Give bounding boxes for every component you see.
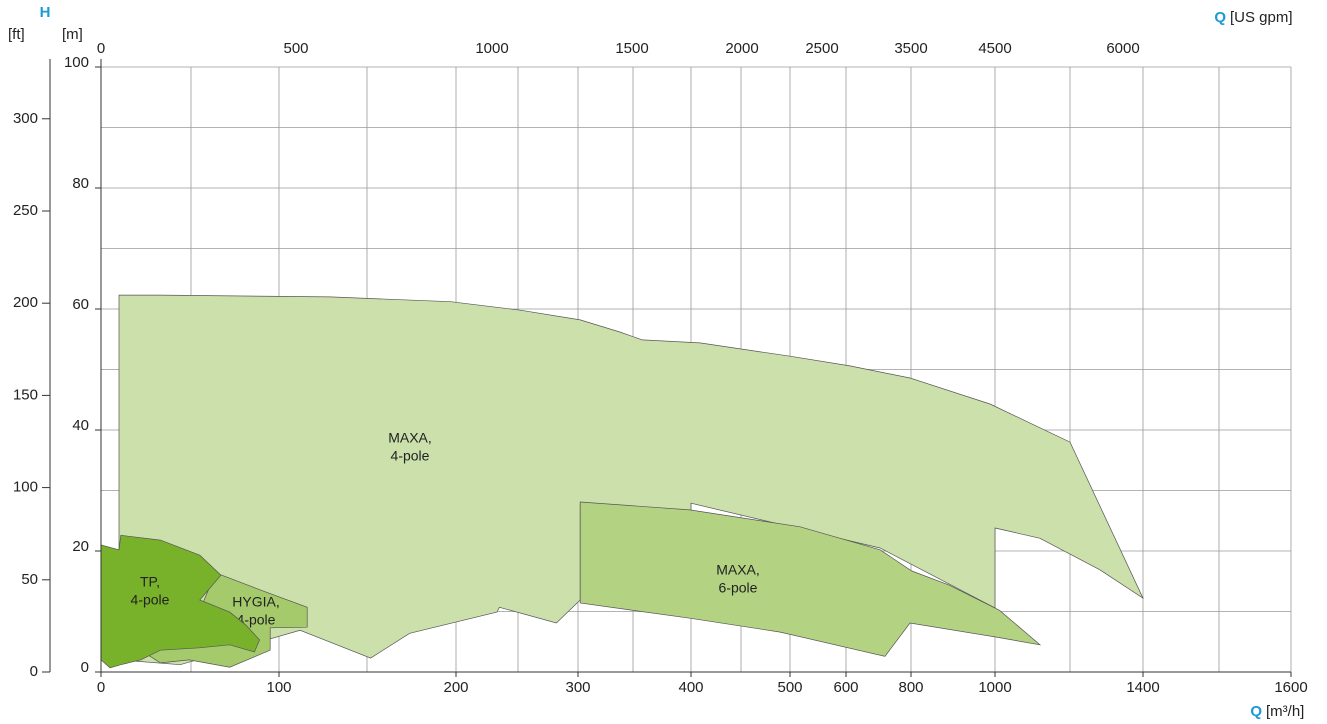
y-tick-label: 20 <box>72 538 89 555</box>
region-label: 4-pole <box>391 448 430 464</box>
y-tick-label: 60 <box>72 296 89 313</box>
x-tick-label: 200 <box>443 679 468 696</box>
x-tick-label: 0 <box>97 679 105 696</box>
x2-label: Q <box>1214 9 1226 26</box>
region-label: TP, <box>140 574 160 590</box>
regions: MAXA, 4-pole MAXA, 6-pole HYGIA, 4-pole TP, 4-p… <box>100 294 1144 669</box>
y2-tick-label: 300 <box>13 110 38 127</box>
region-area <box>100 534 261 669</box>
region-area <box>579 501 1042 657</box>
x2-tick-label: 2000 <box>725 40 758 57</box>
x-tick-label: 600 <box>833 679 858 696</box>
y-tick-label: 80 <box>72 175 89 192</box>
region-area <box>118 294 1144 666</box>
y2-tick-label: 200 <box>13 294 38 311</box>
x-unit: [m³/h] <box>1266 703 1304 720</box>
x2-tick-label: 6000 <box>1106 40 1139 57</box>
x2-tick-label: 2500 <box>805 40 838 57</box>
x-tick-label: 1000 <box>978 679 1011 696</box>
y-label: H <box>40 4 51 21</box>
region-label: 4-pole <box>131 592 170 608</box>
y2-tick-label: 250 <box>13 202 38 219</box>
x2-tick-label: 3500 <box>894 40 927 57</box>
y2-tick-label: 0 <box>30 663 38 680</box>
x-tick-label: 100 <box>266 679 291 696</box>
y2-tick-label: 100 <box>13 479 38 496</box>
region-label: 4-pole <box>237 612 276 628</box>
region-label: 6-pole <box>719 580 758 596</box>
y-unit: [m] <box>62 26 83 43</box>
x-tick-label: 300 <box>565 679 590 696</box>
x-tick-label: 1400 <box>1126 679 1159 696</box>
x2-tick-label: 1500 <box>615 40 648 57</box>
y2-tick-label: 50 <box>21 571 38 588</box>
region-label: HYGIA, <box>232 594 279 610</box>
y-tick-label: 40 <box>72 417 89 434</box>
y-tick-label: 100 <box>64 54 89 71</box>
y2-tick-label: 150 <box>13 386 38 403</box>
x2-tick-label: 0 <box>97 40 105 57</box>
x-tick-label: 400 <box>678 679 703 696</box>
x-label: Q <box>1250 703 1262 720</box>
x2-tick-label: 500 <box>283 40 308 57</box>
x2-unit: [US gpm] <box>1230 9 1293 26</box>
y-tick-label: 0 <box>81 659 89 676</box>
x2-tick-label: 1000 <box>475 40 508 57</box>
region-label: MAXA, <box>716 562 760 578</box>
x-tick-label: 800 <box>898 679 923 696</box>
y2-unit: [ft] <box>8 26 25 43</box>
x2-tick-label: 4500 <box>978 40 1011 57</box>
x-tick-label: 500 <box>777 679 802 696</box>
x-tick-label: 1600 <box>1274 679 1307 696</box>
region-label: MAXA, <box>388 430 432 446</box>
